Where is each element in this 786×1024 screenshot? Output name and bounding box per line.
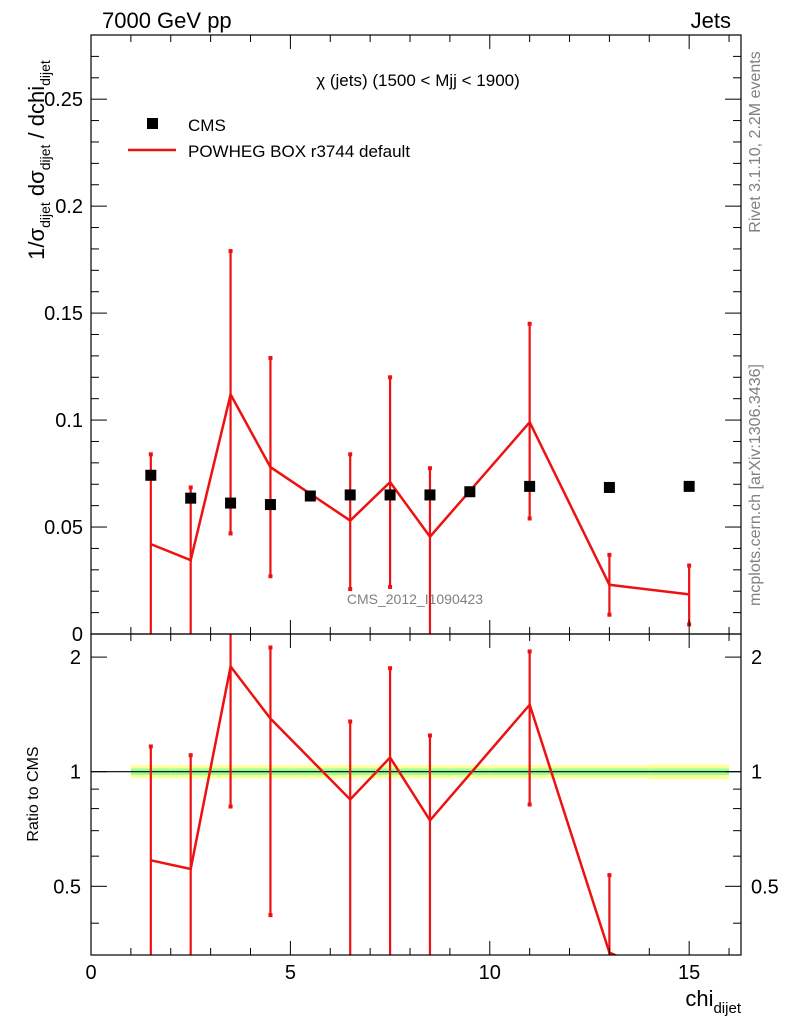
powheg-error-cap: [607, 612, 612, 617]
x-tick-label: 15: [678, 962, 700, 984]
x-axis-label: chidijet: [685, 986, 741, 1017]
y-tick-label: 0: [72, 624, 83, 646]
powheg-ratio-error-cap: [348, 719, 353, 724]
cms-data-point: [185, 492, 197, 504]
y-tick-label: 0.1: [55, 410, 83, 432]
cms-data-point: [683, 480, 695, 492]
powheg-ratio-error-cap: [148, 744, 153, 749]
chart-title: χ (jets) (1500 < Mjj < 1900): [316, 71, 520, 90]
powheg-ratio-error-cap: [388, 666, 393, 671]
cms-data-point: [464, 486, 476, 498]
powheg-error-cap: [527, 516, 532, 521]
cms-data-point: [424, 489, 436, 501]
header-right: Jets: [691, 8, 731, 33]
rivet-label: Rivet 3.1.10, 2.2M events: [747, 51, 764, 232]
ratio-tick-label-right: 2: [751, 647, 762, 669]
mcplots-label: mcplots.cern.ch [arXiv:1306.3436]: [747, 364, 764, 606]
x-tick-label: 0: [85, 962, 96, 984]
powheg-ratio-error-cap: [607, 873, 612, 878]
x-tick-label: 10: [479, 962, 501, 984]
powheg-ratio-error-cap: [188, 753, 193, 758]
cms-data-point: [145, 469, 157, 481]
y-tick-label: 0.05: [44, 517, 83, 539]
legend-cms-marker: [147, 118, 158, 129]
powheg-ratio-error-cap: [527, 802, 532, 807]
ratio-tick-label-right: 1: [751, 762, 762, 784]
cms-data-point: [264, 499, 276, 511]
powheg-ratio-error-cap: [427, 733, 432, 738]
powheg-error-cap: [687, 563, 692, 568]
ratio-tick-label-right: 0.5: [751, 876, 779, 898]
powheg-error-cap: [188, 485, 193, 490]
powheg-error-cap: [348, 452, 353, 457]
ratio-tick-label-left: 2: [70, 647, 81, 669]
ratio-tick-label-left: 1: [70, 762, 81, 784]
powheg-error-cap: [388, 584, 393, 589]
powheg-error-cap: [228, 531, 233, 536]
header-left: 7000 GeV pp: [102, 8, 232, 33]
legend-cms-label: CMS: [188, 116, 226, 135]
y-tick-label: 0.25: [44, 89, 83, 111]
powheg-error-cap: [348, 587, 353, 592]
y-tick-label: 0.15: [44, 303, 83, 325]
powheg-error-cap: [427, 466, 432, 471]
ratio-plot-frame: [90, 633, 742, 956]
ratio-y-axis-label: Ratio to CMS: [25, 746, 42, 841]
x-tick-label: 5: [285, 962, 296, 984]
y-tick-label: 0.2: [55, 196, 83, 218]
cms-data-point: [344, 489, 356, 501]
cms-data-point: [225, 497, 237, 509]
ratio-tick-label-left: 0.5: [53, 876, 81, 898]
powheg-error-cap: [607, 552, 612, 557]
powheg-line: [150, 390, 690, 596]
powheg-error-cap: [148, 452, 153, 457]
y-axis-label: 1/σdijet dσdijet / dchidijet: [24, 60, 53, 260]
watermark: CMS_2012_I1090423: [347, 591, 483, 607]
powheg-error-cap: [268, 356, 273, 361]
powheg-ratio-error-cap: [268, 913, 273, 918]
powheg-ratio-error-cap: [228, 804, 233, 809]
powheg-error-cap: [228, 249, 233, 254]
powheg-error-cap: [268, 574, 273, 579]
cms-data-point: [304, 490, 316, 502]
cms-data-point: [603, 481, 615, 493]
legend: CMS POWHEG BOX r3744 default: [128, 116, 410, 161]
powheg-error-cap: [388, 375, 393, 380]
cms-data-point: [384, 489, 396, 501]
legend-powheg-label: POWHEG BOX r3744 default: [188, 142, 410, 161]
cms-data-point: [524, 480, 536, 492]
powheg-ratio-error-cap: [268, 645, 273, 650]
powheg-ratio-error-cap: [527, 649, 532, 654]
powheg-ratio-line: [150, 663, 619, 955]
powheg-error-cap: [527, 321, 532, 326]
